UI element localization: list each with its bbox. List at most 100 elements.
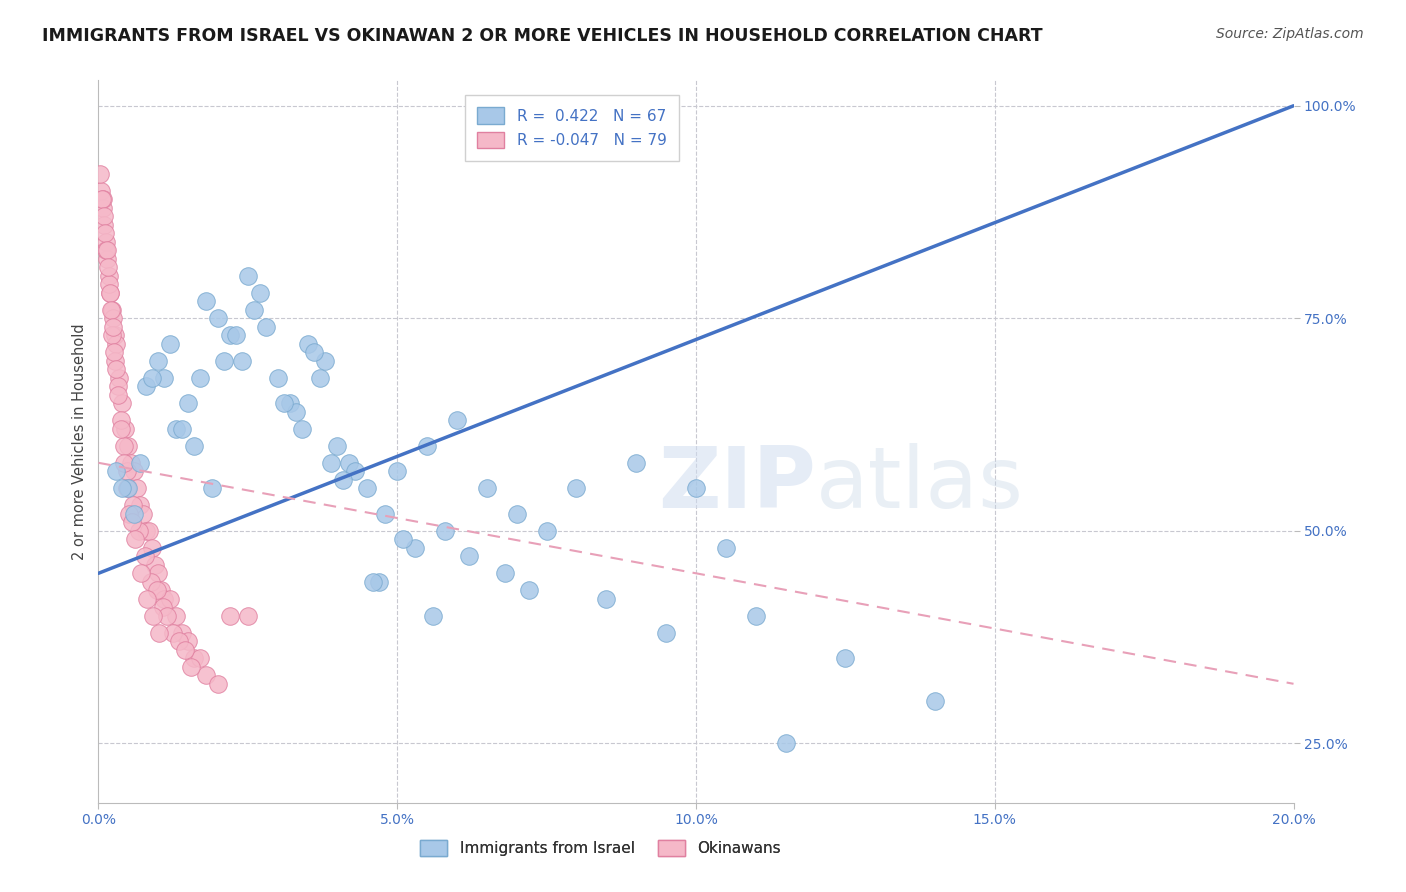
- Point: [112, 456, 135, 470]
- Point: [117, 439, 139, 453]
- Point: [139, 574, 162, 589]
- Point: [124, 507, 146, 521]
- Point: [249, 285, 271, 300]
- Point: [141, 541, 163, 555]
- Point: [115, 481, 138, 495]
- Point: [124, 533, 146, 547]
- Point: [89, 167, 111, 181]
- Point: [148, 566, 170, 581]
- Point: [236, 608, 259, 623]
- Point: [103, 311, 125, 326]
- Point: [135, 524, 157, 538]
- Point: [142, 608, 165, 623]
- Point: [172, 422, 194, 436]
- Point: [207, 311, 229, 326]
- Point: [138, 524, 160, 538]
- Point: [404, 541, 426, 555]
- Point: [775, 736, 797, 750]
- Point: [475, 481, 498, 495]
- Point: [104, 362, 127, 376]
- Point: [494, 566, 516, 581]
- Point: [114, 422, 136, 436]
- Point: [97, 260, 120, 275]
- Point: [103, 353, 125, 368]
- Point: [159, 336, 181, 351]
- Point: [94, 227, 117, 241]
- Point: [120, 456, 142, 470]
- Point: [195, 668, 218, 682]
- Point: [162, 625, 184, 640]
- Point: [236, 268, 259, 283]
- Point: [506, 507, 529, 521]
- Point: [273, 396, 295, 410]
- Point: [153, 591, 176, 606]
- Point: [93, 209, 115, 223]
- Point: [834, 651, 856, 665]
- Point: [302, 345, 325, 359]
- Point: [315, 353, 337, 368]
- Point: [326, 439, 349, 453]
- Point: [595, 591, 617, 606]
- Point: [374, 507, 396, 521]
- Point: [167, 634, 190, 648]
- Point: [150, 583, 173, 598]
- Point: [207, 677, 229, 691]
- Point: [93, 218, 115, 232]
- Point: [107, 379, 129, 393]
- Point: [98, 268, 121, 283]
- Point: [98, 285, 122, 300]
- Point: [91, 192, 114, 206]
- Point: [201, 481, 224, 495]
- Text: Source: ZipAtlas.com: Source: ZipAtlas.com: [1216, 27, 1364, 41]
- Legend: Immigrants from Israel, Okinawans: Immigrants from Israel, Okinawans: [412, 832, 789, 863]
- Point: [284, 405, 307, 419]
- Point: [122, 498, 145, 512]
- Point: [225, 328, 247, 343]
- Point: [685, 481, 707, 495]
- Point: [363, 574, 385, 589]
- Point: [177, 396, 200, 410]
- Point: [254, 319, 277, 334]
- Point: [278, 396, 301, 410]
- Text: IMMIGRANTS FROM ISRAEL VS OKINAWAN 2 OR MORE VEHICLES IN HOUSEHOLD CORRELATION C: IMMIGRANTS FROM ISRAEL VS OKINAWAN 2 OR …: [42, 27, 1043, 45]
- Point: [96, 244, 118, 258]
- Point: [714, 541, 737, 555]
- Text: atlas: atlas: [815, 443, 1024, 526]
- Point: [101, 319, 124, 334]
- Point: [101, 328, 124, 343]
- Point: [183, 439, 205, 453]
- Point: [111, 396, 134, 410]
- Point: [308, 371, 330, 385]
- Point: [165, 422, 187, 436]
- Point: [356, 481, 378, 495]
- Text: ZIP: ZIP: [658, 443, 815, 526]
- Point: [112, 439, 135, 453]
- Point: [110, 422, 132, 436]
- Point: [422, 608, 444, 623]
- Point: [103, 345, 125, 359]
- Point: [143, 558, 166, 572]
- Point: [332, 473, 354, 487]
- Point: [132, 507, 155, 521]
- Point: [100, 302, 122, 317]
- Point: [108, 371, 131, 385]
- Point: [156, 608, 179, 623]
- Point: [146, 583, 169, 598]
- Point: [96, 244, 118, 258]
- Point: [105, 464, 128, 478]
- Point: [195, 294, 218, 309]
- Point: [115, 464, 138, 478]
- Point: [136, 591, 159, 606]
- Point: [212, 353, 235, 368]
- Point: [745, 608, 768, 623]
- Point: [124, 464, 146, 478]
- Point: [118, 507, 141, 521]
- Point: [180, 660, 202, 674]
- Point: [152, 600, 174, 615]
- Point: [165, 608, 187, 623]
- Point: [100, 302, 122, 317]
- Point: [134, 549, 156, 564]
- Point: [129, 456, 152, 470]
- Point: [172, 625, 194, 640]
- Point: [385, 464, 409, 478]
